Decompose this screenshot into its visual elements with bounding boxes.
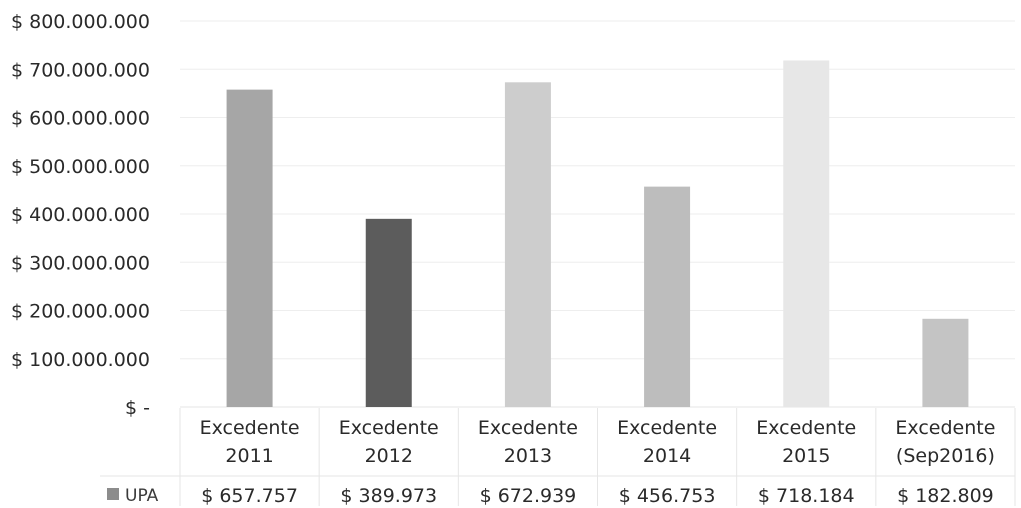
x-category-label: (Sep2016) [896, 445, 995, 467]
x-category-label: Excedente [200, 417, 300, 439]
table-value-label: $ 718.184 [758, 485, 855, 507]
y-tick-label: $ 200.000.000 [11, 301, 150, 323]
bar [783, 60, 830, 407]
bar [226, 89, 273, 407]
y-tick-label: $ 300.000.000 [11, 252, 150, 274]
bar [644, 186, 691, 407]
legend-series-name: UPA [125, 486, 159, 506]
table-value-label: $ 657.757 [201, 485, 298, 507]
y-tick-label: $ - [125, 397, 150, 419]
y-tick-label: $ 100.000.000 [11, 349, 150, 371]
bar [365, 218, 412, 407]
x-category-label: 2015 [782, 445, 830, 467]
bars [226, 60, 969, 407]
x-category-label: Excedente [339, 417, 439, 439]
x-category-label: Excedente [895, 417, 995, 439]
table-value-label: $ 182.809 [897, 485, 994, 507]
legend-swatch [107, 488, 119, 500]
x-category-label: 2013 [504, 445, 552, 467]
x-category-label: Excedente [478, 417, 578, 439]
table-value-label: $ 389.973 [340, 485, 437, 507]
bar [922, 318, 969, 407]
y-tick-label: $ 400.000.000 [11, 204, 150, 226]
bar [504, 82, 551, 407]
y-axis-tick-labels: $ - $ 100.000.000 $ 200.000.000 $ 300.000.0… [11, 11, 150, 419]
y-tick-label: $ 700.000.000 [11, 59, 150, 81]
x-category-label: Excedente [756, 417, 856, 439]
y-tick-label: $ 600.000.000 [11, 108, 150, 130]
x-category-label: 2011 [225, 445, 273, 467]
table-value-label: $ 672.939 [480, 485, 577, 507]
x-category-label: Excedente [617, 417, 717, 439]
gridlines [180, 20, 1015, 408]
table-value-label: $ 456.753 [619, 485, 716, 507]
x-category-label: 2012 [365, 445, 413, 467]
y-tick-label: $ 500.000.000 [11, 156, 150, 178]
x-category-label: 2014 [643, 445, 691, 467]
data-table: Excedente 2011 $ 657.757 Excedente 2012 $ 389… [100, 408, 1016, 507]
y-tick-label: $ 800.000.000 [11, 11, 150, 33]
